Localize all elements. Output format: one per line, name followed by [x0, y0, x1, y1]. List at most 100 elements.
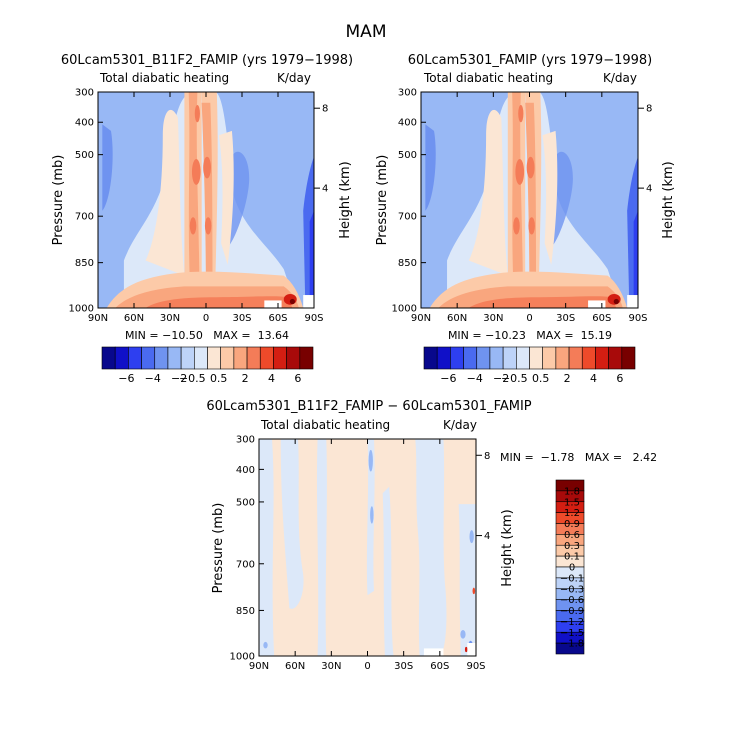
colorbar-label: −4 [467, 372, 483, 385]
y-tick-label: 850 [398, 258, 417, 269]
y2-tick-label: 4 [646, 184, 652, 195]
colorbar-swatch [450, 346, 464, 370]
y-tick-label: 1000 [230, 652, 255, 663]
x-tick-label: 90S [466, 661, 485, 672]
colorbar-label: −4 [145, 372, 161, 385]
x-tick-label: 90N [249, 661, 269, 672]
colorbar-label: −1.2 [560, 617, 584, 628]
panel-3-units-label: K/day [443, 418, 477, 432]
colorbar-swatch [595, 346, 609, 370]
colorbar-swatch [463, 346, 478, 370]
colorbar-swatch [581, 346, 596, 370]
y2-tick-label: 4 [322, 184, 328, 195]
colorbar-swatch [476, 346, 491, 370]
y-tick-label: 850 [75, 258, 94, 269]
colorbar-swatch [608, 346, 623, 370]
y-tick-label: 500 [75, 150, 94, 161]
y-tick-label: 300 [75, 88, 94, 99]
panel-1-ylabel: Pressure (mb) [51, 155, 66, 246]
colorbar-swatch [436, 346, 451, 370]
colorbar-swatch [516, 346, 530, 370]
y-tick-label: 700 [398, 212, 417, 223]
colorbar-swatch [141, 346, 156, 370]
colorbar-swatch [568, 346, 583, 370]
y2-tick-label: 8 [484, 451, 490, 462]
panel-3-y-ticks: 300 400 500 700 850 1000 [230, 435, 264, 663]
panel-3-title: 60Lcam5301_B11F2_FAMIP − 60Lcam5301_FAMI… [206, 399, 531, 414]
panel-1-y2label: Height (km) [338, 161, 353, 238]
panel-2-variable-label: Total diabatic heating [423, 71, 553, 85]
panel-2-y-ticks: 300 400 500 700 850 1000 [392, 88, 426, 315]
colorbar-label: 6 [294, 372, 301, 385]
x-tick-label: 60N [447, 313, 467, 324]
y-tick-label: 400 [75, 118, 94, 129]
panel-1-title: 60Lcam5301_B11F2_FAMIP (yrs 1979−1998) [61, 53, 353, 68]
x-tick-label: 30S [232, 313, 251, 324]
x-tick-label: 60S [268, 313, 287, 324]
y-tick-label: 400 [236, 465, 255, 476]
colorbar-label: −0.3 [560, 584, 584, 595]
panel-3-y2-ticks: 84 [476, 451, 490, 542]
panel-3-x-ticks: 90N 60N 30N 0 30S 60S 90S [249, 439, 486, 672]
y-tick-label: 400 [398, 118, 417, 129]
x-tick-label: 0 [364, 661, 370, 672]
panel-3-y2label: Height (km) [500, 509, 515, 586]
panel-2-ylabel: Pressure (mb) [375, 155, 390, 246]
panel-1-y-ticks: 300 400 500 700 850 1000 [69, 88, 103, 315]
colorbar-label: 1.8 [564, 486, 580, 497]
colorbar-label: 6 [616, 372, 623, 385]
colorbar-label: −2 [493, 372, 509, 385]
page-title: MAM [346, 22, 387, 42]
panel-2-title: 60Lcam5301_FAMIP (yrs 1979−1998) [408, 53, 653, 68]
panel-2: 60Lcam5301_FAMIP (yrs 1979−1998) Total d… [375, 53, 676, 342]
colorbar-swatch [180, 346, 195, 370]
colorbar-diff: 1.81.51.20.90.60.30.10−0.1−0.3−0.6−0.9−1… [555, 479, 585, 655]
colorbar-swatch [489, 346, 504, 370]
y-tick-label: 300 [236, 435, 255, 446]
panel-1-heatmap [98, 92, 314, 308]
colorbar-swatch [207, 346, 221, 370]
panel-2-x-ticks: 90N 60N 30N 0 30S 60S 90S [411, 92, 648, 324]
colorbar-swatch [167, 346, 182, 370]
colorbar-label: 2 [242, 372, 249, 385]
x-tick-label: 0 [526, 313, 532, 324]
colorbar-label: 0.3 [564, 541, 580, 552]
y-tick-label: 300 [398, 88, 417, 99]
x-tick-label: 60N [124, 313, 144, 324]
colorbar-swatch [194, 346, 208, 370]
colorbar-swatch [273, 346, 287, 370]
y2-tick-label: 8 [322, 104, 328, 115]
colorbar-label: 0.1 [564, 552, 580, 563]
x-tick-label: 60S [592, 313, 611, 324]
x-tick-label: 30N [483, 313, 503, 324]
panel-1: 60Lcam5301_B11F2_FAMIP (yrs 1979−1998) T… [51, 53, 353, 342]
colorbar-label: −0.5 [179, 372, 206, 385]
y-tick-label: 700 [236, 559, 255, 570]
colorbar-swatch [555, 346, 570, 370]
x-tick-label: 30S [556, 313, 575, 324]
colorbar-label: −1.8 [560, 639, 584, 650]
x-tick-label: 90S [304, 313, 323, 324]
colorbar-label: 0 [569, 563, 575, 574]
colorbar-swatch [621, 346, 636, 370]
x-tick-label: 0 [203, 313, 209, 324]
panel-2-y2-ticks: 84 [638, 104, 652, 195]
colorbar-swatch [542, 346, 557, 370]
x-tick-label: 30N [160, 313, 180, 324]
panel-2-heatmap [421, 92, 638, 308]
panel-3-variable-label: Total diabatic heating [260, 418, 390, 432]
panel-3-ylabel: Pressure (mb) [211, 503, 226, 594]
x-tick-label: 90N [411, 313, 431, 324]
colorbar-label: 4 [268, 372, 275, 385]
colorbar-label: −1.5 [560, 628, 584, 639]
colorbar-label: 0.5 [532, 372, 550, 385]
panel-2-stats: MIN = −10.23 MAX = 15.19 [448, 329, 612, 342]
y-tick-label: 1000 [392, 304, 417, 315]
colorbar-label: −6 [118, 372, 134, 385]
colorbar-label: −0.6 [560, 595, 584, 606]
y2-tick-label: 4 [484, 531, 490, 542]
panel-2-y2label: Height (km) [661, 161, 676, 238]
panel-1-y2-ticks: 84 [314, 104, 328, 195]
colorbar-swatch [299, 346, 314, 370]
